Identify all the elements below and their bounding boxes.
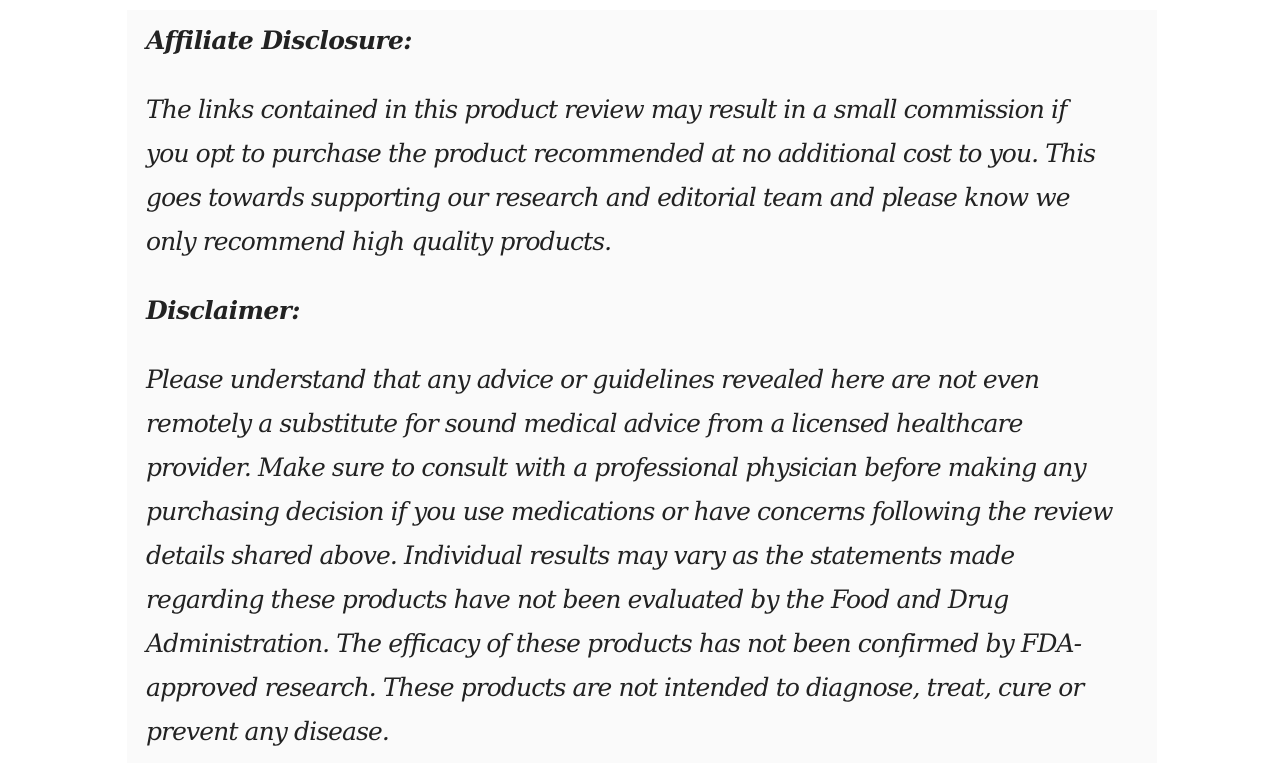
affiliate-text-line: you opt to purchase the product recommen… xyxy=(146,139,1096,168)
disclaimer-text-line: regarding these products have not been e… xyxy=(146,585,1009,614)
affiliate-text-line: only recommend high quality products. xyxy=(146,227,612,256)
disclaimer-text-line: provider. Make sure to consult with a pr… xyxy=(146,453,1087,482)
disclosure-panel xyxy=(127,10,1157,763)
disclaimer-text-line: prevent any disease. xyxy=(146,717,390,746)
disclaimer-heading: Disclaimer: xyxy=(146,296,300,325)
disclaimer-text-line: Administration. The efficacy of these pr… xyxy=(146,629,1082,658)
disclaimer-text-line: purchasing decision if you use medicatio… xyxy=(146,497,1113,526)
affiliate-text-line: goes towards supporting our research and… xyxy=(146,183,1071,212)
disclaimer-text-line: remotely a substitute for sound medical … xyxy=(146,409,1023,438)
disclaimer-text-line: Please understand that any advice or gui… xyxy=(146,365,1040,394)
affiliate-disclosure-heading: Affiliate Disclosure: xyxy=(146,26,413,55)
disclaimer-text-line: approved research. These products are no… xyxy=(146,673,1084,702)
affiliate-text-line: The links contained in this product revi… xyxy=(146,95,1067,124)
disclaimer-text-line: details shared above. Individual results… xyxy=(146,541,1015,570)
